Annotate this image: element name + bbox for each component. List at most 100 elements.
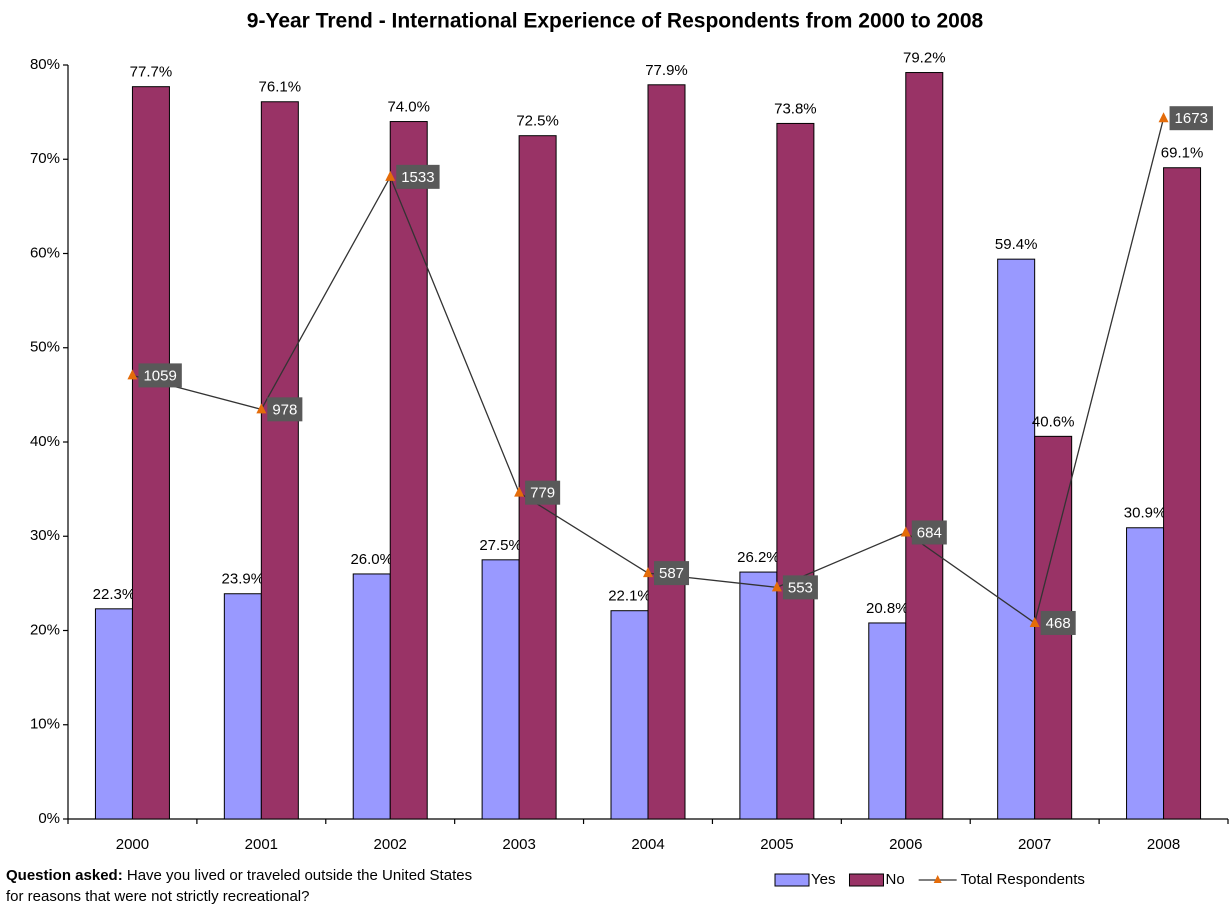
x-tick-label: 2006 bbox=[889, 836, 922, 853]
y-tick-label: 0% bbox=[38, 810, 60, 827]
data-label: 22.1% bbox=[608, 588, 651, 605]
label-box bbox=[654, 561, 690, 586]
line-label: 468 bbox=[1040, 610, 1076, 635]
bar bbox=[776, 122, 815, 820]
x-tick-label: 2004 bbox=[631, 836, 664, 853]
data-label: 40.6% bbox=[1032, 413, 1075, 430]
bar bbox=[905, 72, 944, 820]
line-marker bbox=[900, 526, 911, 537]
bar bbox=[223, 593, 262, 820]
data-label: 69.1% bbox=[1161, 145, 1204, 162]
question: Question asked: Have you lived or travel… bbox=[6, 867, 472, 884]
x-tick-label: 2000 bbox=[116, 836, 149, 853]
line-label: 779 bbox=[525, 480, 561, 505]
y-tick-label: 10% bbox=[30, 716, 60, 733]
data-label: 23.9% bbox=[222, 571, 265, 588]
line-marker bbox=[1029, 616, 1040, 627]
data-label: 76.1% bbox=[259, 79, 302, 96]
legend-label: No bbox=[885, 871, 904, 888]
bar bbox=[997, 258, 1036, 820]
data-label: 468 bbox=[1046, 615, 1071, 632]
bar bbox=[647, 84, 686, 820]
data-label: 72.5% bbox=[516, 113, 559, 130]
x-tick-label: 2003 bbox=[502, 836, 535, 853]
bar bbox=[94, 608, 133, 820]
data-label: 1059 bbox=[143, 367, 176, 384]
line-marker bbox=[643, 567, 653, 578]
bar bbox=[389, 121, 428, 820]
data-label: 27.5% bbox=[479, 537, 522, 554]
data-label: 779 bbox=[530, 485, 555, 502]
legend-marker bbox=[933, 875, 942, 883]
line-marker bbox=[1158, 112, 1169, 123]
bar bbox=[260, 101, 299, 820]
bar bbox=[739, 571, 778, 820]
legend-label: Yes bbox=[811, 871, 835, 888]
data-label: 77.7% bbox=[130, 64, 173, 81]
label-box bbox=[525, 480, 561, 505]
label-box bbox=[1169, 106, 1213, 131]
data-label: 1673 bbox=[1175, 110, 1208, 127]
data-label: 77.9% bbox=[645, 62, 688, 79]
data-label: 684 bbox=[917, 524, 942, 541]
legend-swatch bbox=[848, 873, 884, 887]
data-label: 22.3% bbox=[93, 586, 136, 603]
question-text: Have you lived or traveled outside the U… bbox=[127, 867, 472, 884]
bar bbox=[518, 135, 557, 820]
y-tick-label: 20% bbox=[30, 621, 60, 638]
data-label: 73.8% bbox=[774, 100, 817, 117]
line-label: 684 bbox=[911, 520, 947, 545]
line-marker bbox=[127, 369, 138, 380]
line-marker bbox=[514, 486, 525, 497]
label-box bbox=[911, 520, 947, 545]
x-tick-label: 2007 bbox=[1018, 836, 1051, 853]
x-tick-label: 2005 bbox=[760, 836, 793, 853]
data-label: 30.9% bbox=[1124, 505, 1167, 522]
bar bbox=[352, 573, 391, 820]
y-tick-label: 80% bbox=[30, 56, 60, 73]
data-label: 1533 bbox=[401, 169, 434, 186]
line-label: 553 bbox=[782, 575, 818, 600]
chart-title: 9-Year Trend - International Experience … bbox=[247, 10, 984, 33]
label-box bbox=[138, 363, 182, 388]
line-marker bbox=[256, 403, 267, 414]
line-marker bbox=[771, 581, 782, 592]
x-tick-label: 2001 bbox=[245, 836, 278, 853]
bar bbox=[131, 86, 170, 820]
label-box bbox=[267, 397, 303, 422]
data-label: 978 bbox=[272, 401, 297, 418]
line-label: 1533 bbox=[396, 164, 440, 189]
question-label: Question asked: bbox=[6, 867, 123, 884]
data-label: 26.2% bbox=[737, 549, 780, 566]
question-text: for reasons that were not strictly recre… bbox=[6, 888, 309, 905]
legend-label: Total Respondents bbox=[961, 871, 1085, 888]
data-label: 553 bbox=[788, 579, 813, 596]
legend-swatch bbox=[774, 873, 810, 887]
line-label: 978 bbox=[267, 397, 303, 422]
line-label: 1673 bbox=[1169, 106, 1213, 131]
data-label: 587 bbox=[659, 565, 684, 582]
data-label: 26.0% bbox=[350, 551, 393, 568]
bar bbox=[610, 610, 649, 820]
y-tick-label: 30% bbox=[30, 527, 60, 544]
line-marker bbox=[385, 170, 396, 181]
bar bbox=[1126, 527, 1165, 820]
x-tick-label: 2002 bbox=[374, 836, 407, 853]
data-label: 74.0% bbox=[387, 99, 430, 116]
y-tick-label: 70% bbox=[30, 150, 60, 167]
y-tick-label: 40% bbox=[30, 433, 60, 450]
line-label: 587 bbox=[654, 561, 690, 586]
line-label: 1059 bbox=[138, 363, 182, 388]
label-box bbox=[782, 575, 818, 600]
x-tick-label: 2008 bbox=[1147, 836, 1180, 853]
label-box bbox=[1040, 610, 1076, 635]
y-tick-label: 60% bbox=[30, 244, 60, 261]
data-label: 59.4% bbox=[995, 236, 1038, 253]
bar bbox=[481, 559, 520, 820]
data-label: 79.2% bbox=[903, 50, 946, 67]
bar bbox=[868, 622, 907, 820]
label-box bbox=[396, 164, 440, 189]
y-tick-label: 50% bbox=[30, 339, 60, 356]
